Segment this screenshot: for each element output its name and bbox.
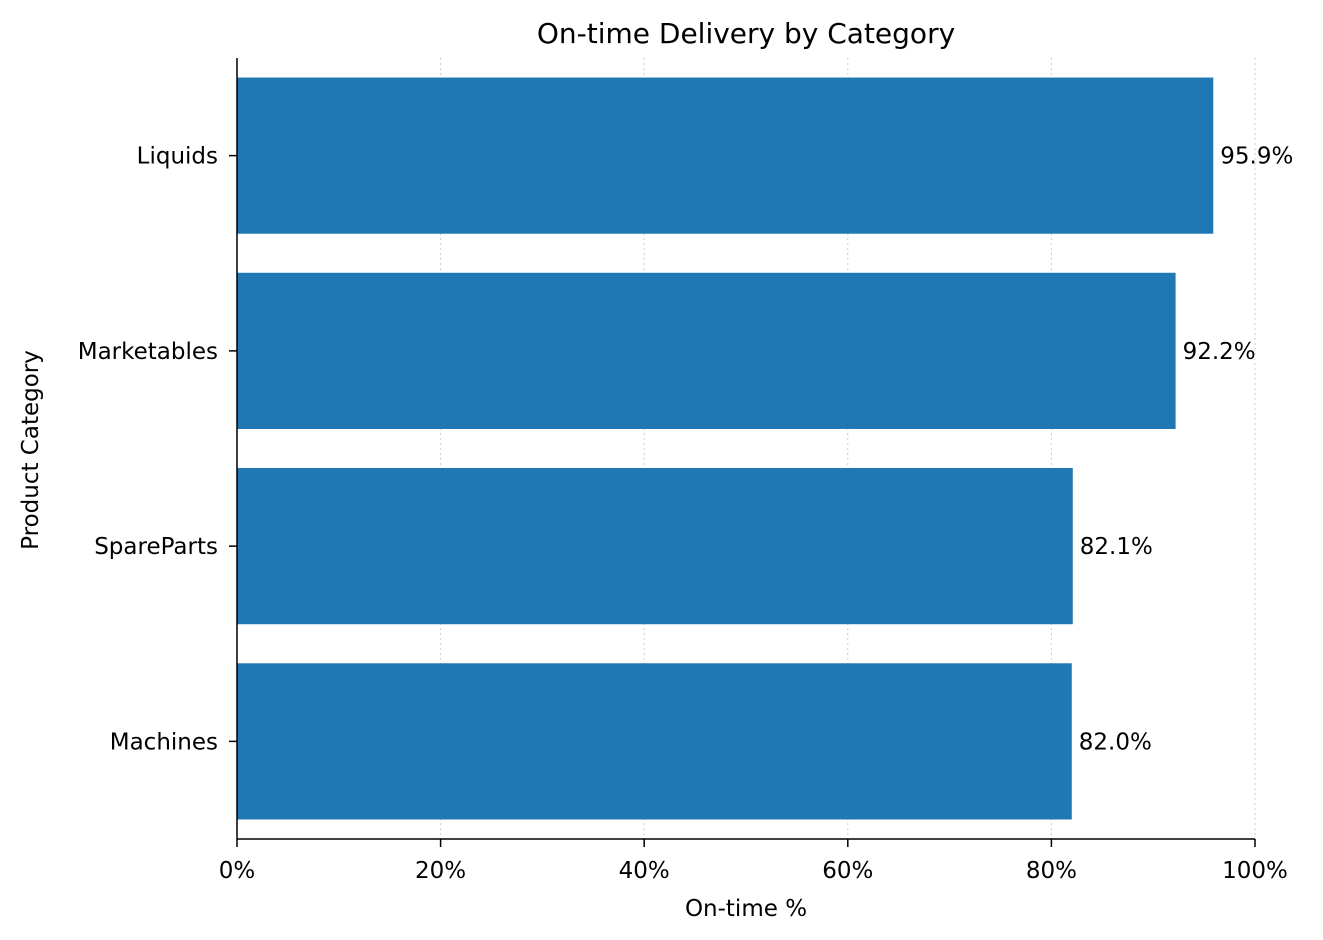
x-tick-label: 60% bbox=[822, 858, 873, 884]
bars bbox=[237, 77, 1214, 820]
bar bbox=[237, 663, 1072, 820]
y-tick-label: Marketables bbox=[78, 339, 218, 365]
bar bbox=[237, 468, 1073, 625]
chart-title: On-time Delivery by Category bbox=[537, 17, 955, 50]
y-tick-label: SpareParts bbox=[94, 534, 218, 560]
bar bbox=[237, 77, 1214, 234]
data-label: 82.1% bbox=[1080, 534, 1153, 560]
y-tick-label: Liquids bbox=[137, 144, 218, 170]
x-tick-label: 80% bbox=[1026, 858, 1077, 884]
x-tick-label: 0% bbox=[219, 858, 256, 884]
data-label: 95.9% bbox=[1220, 144, 1293, 170]
x-axis: 0% 20% 40% 60% 80% 100% bbox=[219, 838, 1288, 884]
y-axis: Liquids Marketables SpareParts Machines bbox=[78, 58, 238, 839]
data-labels: 95.9% 92.2% 82.1% 82.0% bbox=[1079, 144, 1294, 756]
data-label: 92.2% bbox=[1183, 339, 1256, 365]
y-axis-label: Product Category bbox=[18, 350, 44, 550]
x-tick-label: 40% bbox=[619, 858, 670, 884]
data-label: 82.0% bbox=[1079, 729, 1152, 755]
x-axis-label: On-time % bbox=[685, 896, 807, 922]
bar bbox=[237, 272, 1176, 429]
x-tick-label: 100% bbox=[1222, 858, 1288, 884]
x-tick-label: 20% bbox=[415, 858, 466, 884]
y-tick-label: Machines bbox=[110, 729, 218, 755]
